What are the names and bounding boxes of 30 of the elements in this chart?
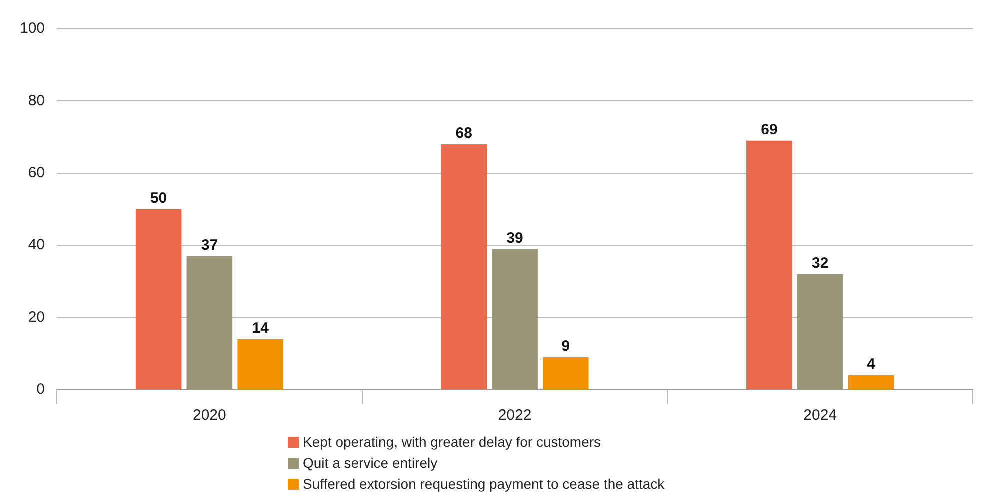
- bar: [186, 256, 233, 390]
- data-label: 68: [456, 125, 472, 142]
- bar: [136, 210, 182, 390]
- data-label: 14: [252, 320, 270, 338]
- bar: [441, 144, 488, 390]
- y-tick-label: 80: [28, 92, 46, 110]
- data-label: 69: [761, 122, 778, 139]
- y-tick-label: 40: [28, 236, 46, 254]
- bar: [238, 339, 284, 390]
- bar: [797, 274, 844, 390]
- data-label: 32: [812, 255, 829, 272]
- bar: [543, 358, 589, 390]
- bar: [848, 376, 894, 390]
- y-tick-label: 60: [28, 164, 46, 182]
- data-label: 39: [506, 230, 524, 247]
- data-label: 9: [562, 338, 570, 356]
- x-tick-label: 2024: [804, 407, 838, 424]
- x-tick-label: 2020: [193, 407, 226, 424]
- bar: [492, 249, 538, 390]
- y-tick-label: 0: [36, 381, 46, 398]
- bar: [746, 140, 792, 390]
- data-label: 50: [150, 190, 168, 208]
- x-tick-label: 2022: [498, 407, 532, 424]
- legend-label: Kept operating, with greater delay for customers: [303, 433, 602, 452]
- legend-label: Quit a service entirely: [303, 454, 438, 473]
- y-tick-label: 20: [28, 308, 46, 326]
- data-label: 4: [867, 356, 876, 374]
- data-label: 37: [201, 237, 218, 254]
- y-tick-label: 100: [20, 20, 46, 38]
- legend-label: Suffered extorsion requesting payment to cease the attack: [303, 475, 665, 494]
